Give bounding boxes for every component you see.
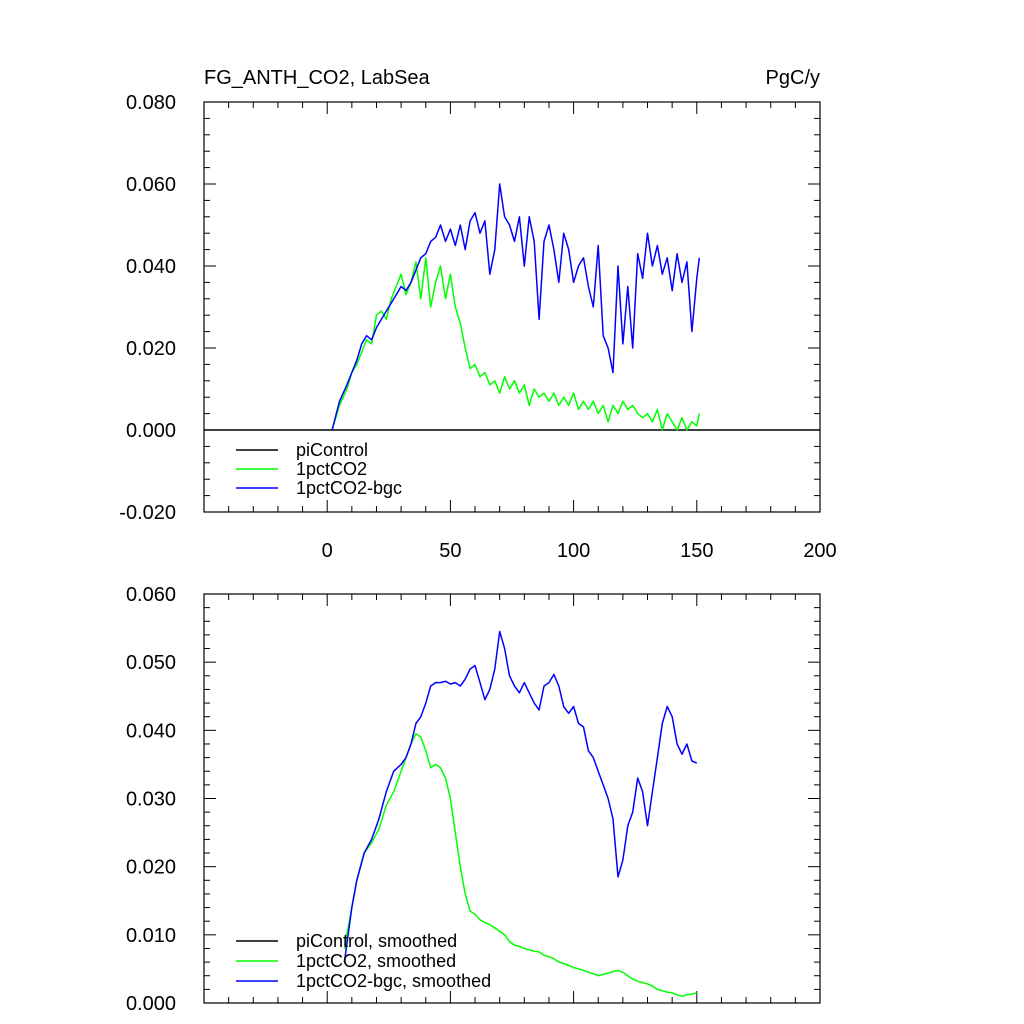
chart-bottom: 0.000 0.010 0.020 0.030 0.040 0.050 0.060 piCo… [126,584,821,1015]
y-tick-label: 0.080 [126,92,176,114]
chart-bottom-ticks: 0.000 0.010 0.020 0.030 0.040 0.050 0.060 [126,584,821,1015]
y-tick-label: 0.040 [126,720,176,742]
legend-label: 1pctCO2-bgc, smoothed [296,971,491,991]
y-tick-label: 0.000 [126,993,176,1015]
legend-label: 1pctCO2-bgc [296,478,402,498]
y-tick-label: 0.040 [126,256,176,278]
y-tick-label: 0.020 [126,857,176,879]
chart-top-ticks: 0 50 100 150 200 -0.020 0.000 0.020 0.040 0.060 0.… [119,92,836,562]
y-tick-label: 0.030 [126,789,176,811]
legend-label: piControl, smoothed [296,931,457,951]
y-tick-label: 0.060 [126,174,176,196]
y-tick-label: 0.020 [126,338,176,360]
legend-label: 1pctCO2 [296,459,367,479]
chart-top-title: FG_ANTH_CO2, LabSea [204,67,431,89]
y-tick-label: 0.050 [126,652,176,674]
x-tick-label: 100 [557,540,590,562]
x-tick-label: 200 [803,540,836,562]
legend-label: 1pctCO2, smoothed [296,951,456,971]
legend-label: piControl [296,440,368,460]
y-tick-label: 0.010 [126,925,176,947]
x-tick-label: 50 [439,540,461,562]
y-tick-label: 0.060 [126,584,176,606]
series-line-2 [343,732,697,997]
y-tick-label: -0.020 [119,502,176,524]
chart-top-frame [203,101,821,513]
chart-top-units: PgC/y [766,67,820,89]
chart-top: FG_ANTH_CO2, LabSea PgC/y 0 50 100 150 200 -0… [119,67,836,562]
chart-bottom-series [343,630,698,997]
chart-bottom-frame [203,593,821,1004]
y-tick-label: 0.000 [126,420,176,442]
chart-top-series [204,183,820,431]
series-line-3 [331,183,701,431]
series-line-3 [343,630,698,963]
x-tick-label: 150 [680,540,713,562]
series-line-2 [331,257,701,431]
x-tick-label: 0 [322,540,333,562]
